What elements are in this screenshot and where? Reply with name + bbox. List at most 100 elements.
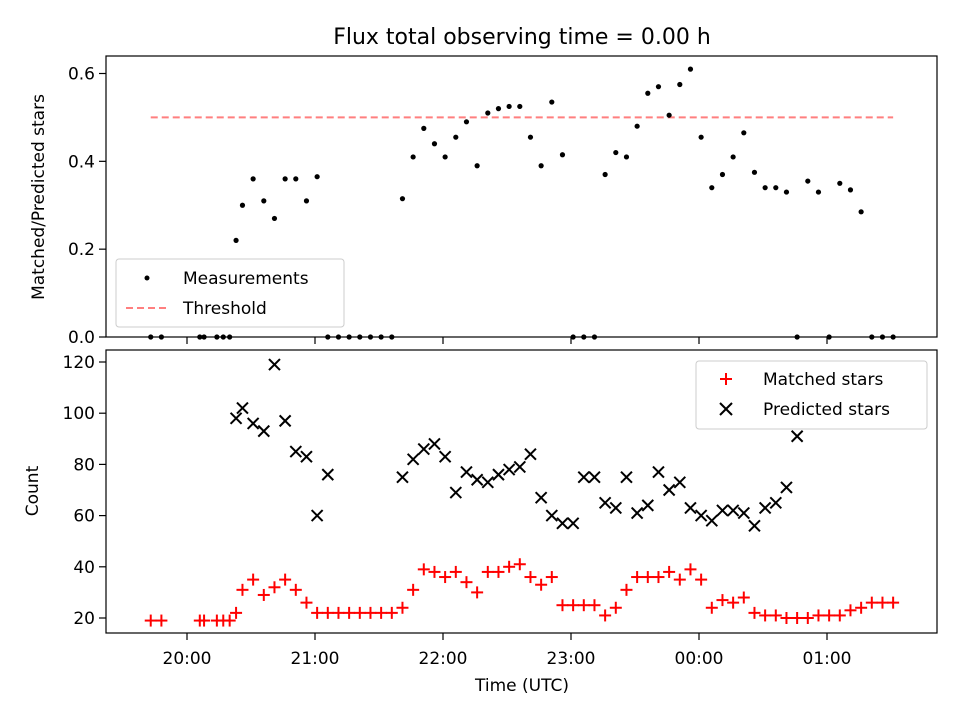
bottom-y-tick-label: 20 xyxy=(73,609,95,629)
predicted-point xyxy=(652,465,665,479)
measurement-point xyxy=(197,334,203,340)
matched-point xyxy=(705,601,718,614)
matched-point xyxy=(524,571,537,584)
top-x-axis xyxy=(186,337,828,344)
matched-point xyxy=(791,612,804,624)
measurement-point xyxy=(293,176,299,182)
measurement-point xyxy=(879,334,886,340)
matched-point xyxy=(449,565,462,578)
matched-point xyxy=(801,612,814,624)
measurement-point xyxy=(314,174,320,180)
measurement-point xyxy=(794,334,800,340)
matched-point xyxy=(673,573,686,586)
measurement-point xyxy=(773,185,779,191)
matched-point xyxy=(321,606,334,619)
matched-point xyxy=(535,578,548,591)
bottom-x-tick-label: 00:00 xyxy=(675,649,724,669)
measurement-point xyxy=(495,106,502,112)
matched-point xyxy=(641,571,654,584)
matched-point xyxy=(865,596,878,609)
measurement-point xyxy=(623,154,630,160)
predicted-point xyxy=(694,509,708,522)
bottom-x-tick-label: 01:00 xyxy=(803,649,852,669)
matched-point xyxy=(198,614,211,627)
matched-point xyxy=(545,571,558,584)
bottom-x-tick-label: 21:00 xyxy=(291,649,340,669)
predicted-point xyxy=(246,417,260,430)
measurement-point xyxy=(474,163,480,169)
legend-measurements-marker xyxy=(144,275,150,281)
matched-point xyxy=(833,609,846,622)
measurement-point xyxy=(634,123,640,129)
measurement-point xyxy=(201,334,207,340)
measurement-point xyxy=(271,215,278,222)
legend-predicted-marker xyxy=(719,402,733,416)
measurement-point xyxy=(239,202,246,208)
chart-title: Flux total observing time = 0.00 h xyxy=(333,25,711,50)
bottom-y-tick-label: 80 xyxy=(73,455,95,475)
measurement-point xyxy=(591,334,598,340)
matched-point xyxy=(716,594,729,607)
matched-point xyxy=(428,565,441,578)
bottom-legend: Matched stars Predicted stars xyxy=(695,360,928,430)
measurement-point xyxy=(837,180,843,186)
measurement-point xyxy=(815,189,822,195)
predicted-point xyxy=(662,483,676,497)
measurement-point xyxy=(431,141,438,147)
measurement-point xyxy=(709,185,715,191)
top-y-tick-label: 0.6 xyxy=(68,65,95,85)
predicted-point xyxy=(641,499,655,512)
top-y-tick-label: 0.2 xyxy=(68,240,95,260)
matched-point xyxy=(311,606,324,619)
matched-point xyxy=(876,596,889,609)
predicted-point xyxy=(716,504,729,517)
predicted-point xyxy=(620,470,633,484)
bottom-y-tick-label: 60 xyxy=(73,507,95,527)
measurement-point xyxy=(220,334,226,340)
measurement-point xyxy=(666,112,672,118)
measurement-point xyxy=(261,198,267,204)
matched-point xyxy=(620,583,633,596)
measurement-point xyxy=(645,90,651,96)
predicted-point xyxy=(481,476,495,489)
matched-point xyxy=(727,596,740,609)
predicted-point xyxy=(748,519,761,533)
predicted-point xyxy=(502,463,516,476)
matched-point xyxy=(385,606,398,619)
top-legend: Measurements Threshold xyxy=(115,258,345,328)
predicted-point xyxy=(545,509,559,522)
matched-point xyxy=(257,588,270,601)
matched-point xyxy=(823,609,836,622)
measurement-point xyxy=(250,176,256,182)
measurement-point xyxy=(869,334,875,340)
x-axis-label: Time (UTC) xyxy=(474,676,569,696)
measurement-point xyxy=(687,66,694,72)
measurement-point xyxy=(655,84,662,90)
bottom-x-tick-label: 23:00 xyxy=(547,649,596,669)
predicted-point xyxy=(609,501,623,515)
predicted-point xyxy=(428,437,441,451)
matched-point xyxy=(737,591,750,604)
measurement-point xyxy=(227,334,233,340)
matched-point xyxy=(663,565,676,578)
measurement-point xyxy=(442,154,448,160)
predicted-point xyxy=(524,447,537,461)
measurement-point xyxy=(847,187,854,193)
measurement-point xyxy=(378,334,384,340)
measurement-point xyxy=(148,334,154,340)
matched-point xyxy=(155,614,168,627)
matched-point xyxy=(492,565,505,578)
matched-point xyxy=(503,560,516,573)
measurement-point xyxy=(346,334,352,340)
predicted-point xyxy=(406,453,420,466)
predicted-point xyxy=(278,414,292,428)
matched-point xyxy=(844,604,857,617)
predicted-point xyxy=(566,517,580,530)
legend-measurements-label: Measurements xyxy=(183,269,309,289)
measurement-point xyxy=(602,171,608,178)
matched-point xyxy=(513,558,526,571)
matched-point xyxy=(375,606,388,619)
measurement-point xyxy=(890,334,896,340)
matched-point xyxy=(631,571,644,584)
